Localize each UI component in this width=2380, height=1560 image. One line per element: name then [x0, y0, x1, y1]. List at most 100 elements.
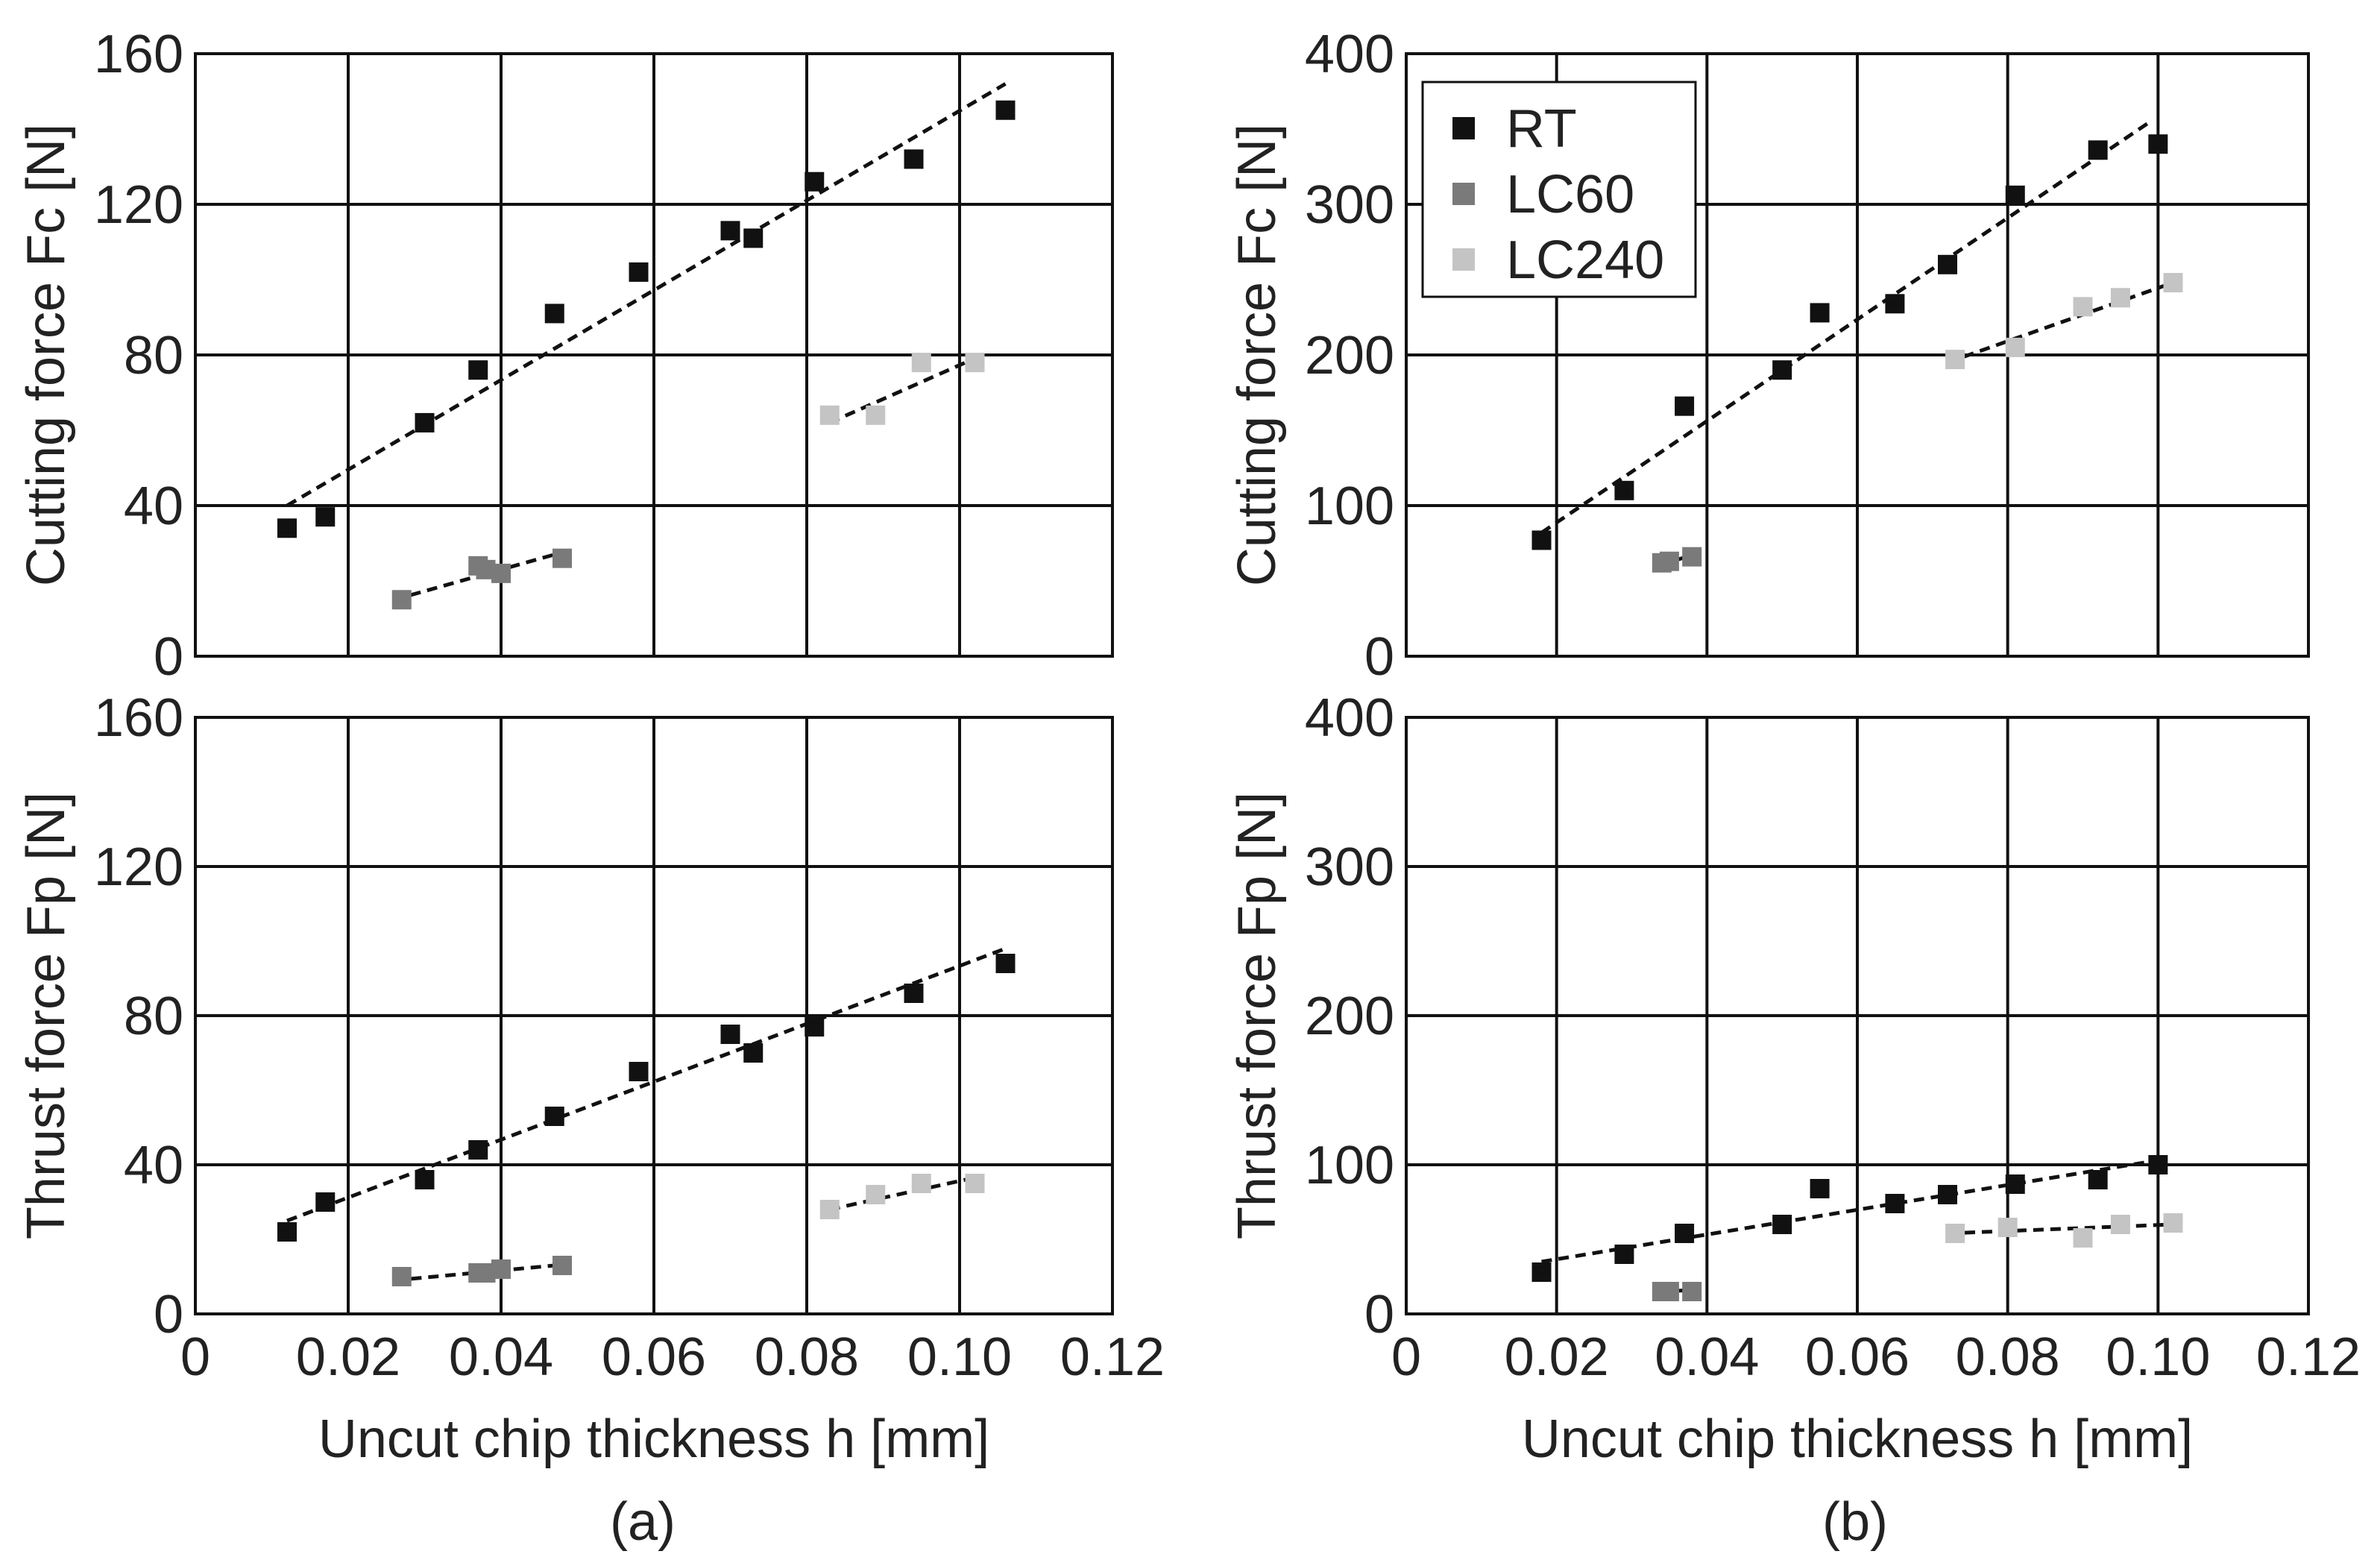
y-tick-label: 0: [1364, 1285, 1394, 1344]
fit-line-lc60: [394, 1263, 555, 1283]
y-axis-label: Cutting force Fc [N]: [1227, 124, 1287, 586]
data-point-rt: [1614, 480, 1634, 500]
data-point-lc240: [2073, 1228, 2093, 1248]
y-tick-label: 40: [124, 477, 183, 536]
panel-label-a: (a): [610, 1492, 676, 1552]
y-tick-label: 0: [154, 1285, 183, 1344]
fit-line-lc240: [828, 353, 983, 425]
fit-line-lc240: [1947, 280, 2174, 365]
data-point-lc240: [2110, 1215, 2130, 1234]
data-point-rt: [2005, 1174, 2025, 1194]
x-tick-label: 0.10: [2106, 1327, 2210, 1387]
legend-marker-rt: [1452, 117, 1475, 139]
data-point-rt: [743, 1043, 764, 1063]
data-point-rt: [629, 262, 649, 282]
data-point-lc60: [552, 548, 572, 568]
data-point-rt: [995, 100, 1016, 120]
y-tick-label: 80: [124, 987, 183, 1046]
y-tick-label: 120: [94, 837, 183, 897]
data-point-rt: [544, 1107, 564, 1126]
fit-line-rt: [1540, 119, 2152, 535]
data-point-lc240: [2163, 1213, 2183, 1233]
x-tick-label: 0: [1391, 1327, 1421, 1387]
data-point-rt: [1531, 530, 1552, 550]
y-tick-label: 0: [1364, 627, 1394, 687]
legend-marker-lc240: [1452, 248, 1475, 271]
data-point-rt: [1675, 1224, 1695, 1243]
data-point-lc60: [491, 1259, 511, 1279]
y-tick-label: 160: [94, 688, 183, 748]
y-tick-label: 400: [1305, 688, 1394, 748]
data-point-rt: [1531, 1262, 1552, 1282]
x-tick-label: 0.08: [1956, 1327, 2060, 1387]
y-tick-label: 300: [1305, 837, 1394, 897]
y-tick-label: 200: [1305, 987, 1394, 1046]
fit-line-lc240: [1947, 1222, 2173, 1236]
data-point-rt: [1885, 294, 1905, 314]
data-point-rt: [2088, 1170, 2108, 1189]
legend-label-lc240: LC240: [1506, 230, 1664, 290]
legend-marker-lc60: [1452, 183, 1475, 205]
data-point-rt: [1614, 1245, 1634, 1264]
data-point-lc240: [965, 1174, 985, 1193]
data-point-lc240: [819, 405, 840, 425]
data-point-lc240: [819, 1200, 840, 1219]
y-tick-label: 400: [1305, 25, 1394, 84]
data-point-lc60: [1659, 1282, 1679, 1301]
y-tick-label: 100: [1305, 1136, 1394, 1195]
data-point-rt: [805, 172, 825, 192]
y-tick-label: 80: [124, 326, 183, 386]
data-point-rt: [2005, 185, 2025, 205]
y-tick-label: 300: [1305, 175, 1394, 235]
legend-label-lc60: LC60: [1506, 165, 1634, 224]
y-tick-label: 100: [1305, 477, 1394, 536]
x-tick-label: 0.06: [602, 1327, 706, 1387]
data-point-lc240: [1998, 1218, 2018, 1237]
data-point-rt: [277, 1222, 297, 1242]
data-point-rt: [720, 221, 740, 241]
y-axis-label: Thrust force Fp [N]: [1227, 792, 1287, 1239]
data-point-rt: [1810, 303, 1830, 323]
data-point-rt: [544, 303, 564, 324]
y-tick-label: 200: [1305, 326, 1394, 386]
legend-label-rt: RT: [1506, 99, 1577, 159]
x-tick-label: 0.06: [1805, 1327, 1910, 1387]
panel-a-cutting-force: 0 40 80 120 160 Cutting force Fc [N]: [16, 25, 1114, 687]
fit-line-rt: [1541, 1158, 2159, 1264]
data-point-rt: [1938, 1185, 1957, 1204]
x-tick-label: 0.02: [296, 1327, 400, 1387]
fit-line-lc240: [829, 1174, 983, 1212]
data-point-lc240: [866, 405, 886, 425]
y-tick-label: 0: [154, 627, 183, 687]
fit-line-lc60: [393, 553, 555, 602]
data-point-rt: [1885, 1194, 1905, 1213]
data-point-rt: [904, 149, 924, 169]
data-point-lc60: [1682, 1282, 1702, 1301]
data-point-rt: [1772, 360, 1792, 380]
data-point-lc240: [866, 1185, 886, 1204]
x-tick-label: 0.10: [907, 1327, 1012, 1387]
data-point-lc60: [1682, 547, 1702, 567]
data-point-rt: [468, 360, 488, 380]
data-point-rt: [2088, 140, 2108, 160]
data-point-lc60: [491, 563, 511, 583]
data-point-rt: [315, 1192, 336, 1212]
x-axis-label: Uncut chip thickness h [mm]: [318, 1409, 989, 1469]
data-point-lc240: [2073, 297, 2093, 317]
data-point-lc240: [965, 353, 985, 373]
y-axis-label: Thrust force Fp [N]: [16, 792, 76, 1239]
plot-frame: [194, 52, 1114, 658]
x-tick-label: 0.12: [1060, 1327, 1165, 1387]
y-tick-label: 40: [124, 1136, 183, 1195]
data-point-rt: [995, 954, 1016, 973]
data-point-rt: [1938, 254, 1957, 274]
data-point-lc60: [552, 1256, 572, 1275]
data-point-lc240: [2005, 337, 2025, 357]
data-point-rt: [2148, 1155, 2168, 1174]
fit-line-rt: [286, 946, 1007, 1223]
y-axis-label: Cutting force Fc [N]: [16, 124, 76, 586]
data-point-rt: [1675, 396, 1695, 416]
y-tick-label: 160: [94, 25, 183, 84]
x-tick-label: 0.12: [2256, 1327, 2361, 1387]
